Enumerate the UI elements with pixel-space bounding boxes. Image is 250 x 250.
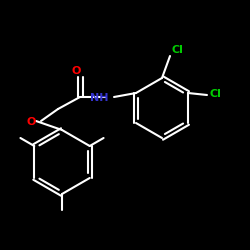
Text: NH: NH [90, 93, 108, 103]
Text: Cl: Cl [171, 45, 183, 55]
Text: Cl: Cl [210, 89, 222, 99]
Text: O: O [27, 117, 36, 127]
Text: O: O [71, 66, 81, 76]
